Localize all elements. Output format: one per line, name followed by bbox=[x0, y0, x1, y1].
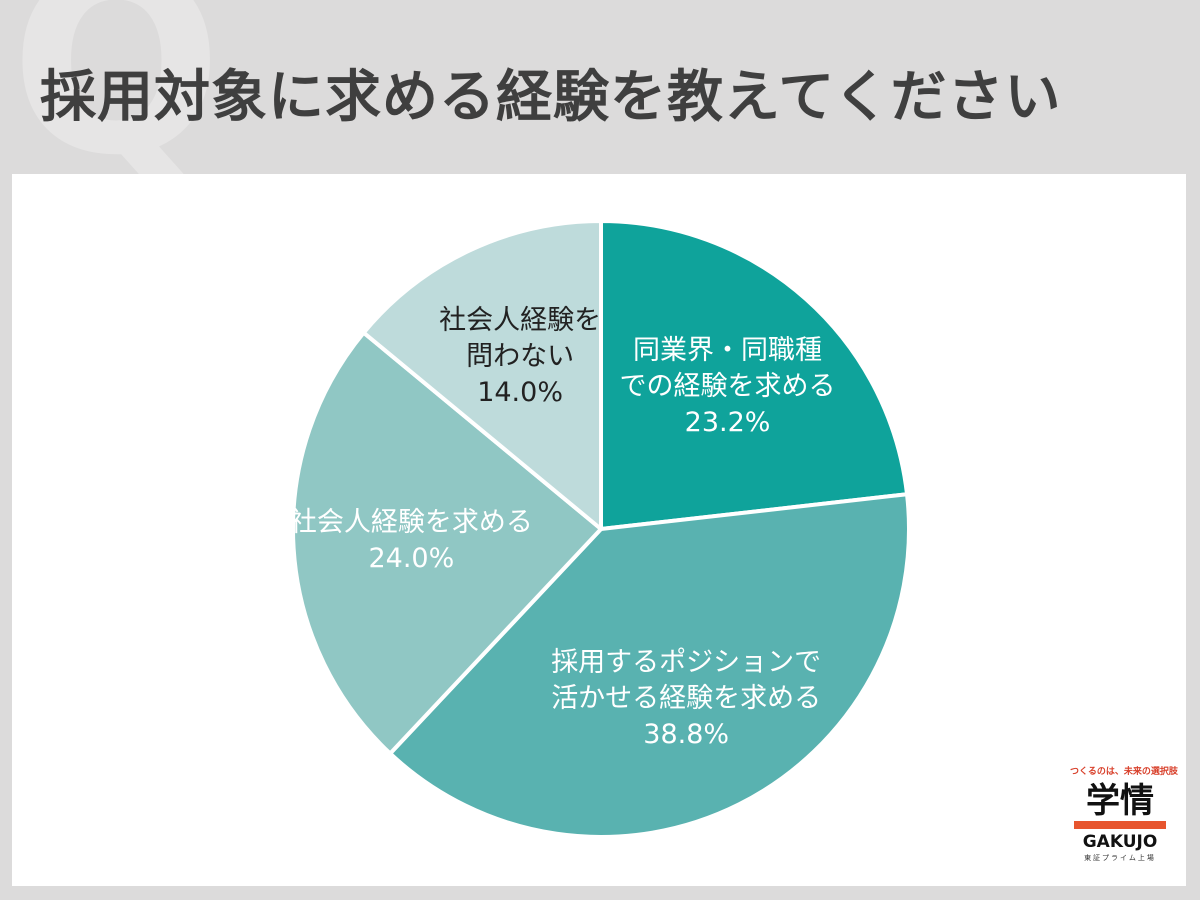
page-title: 採用対象に求める経験を教えてください bbox=[40, 65, 1062, 130]
brand-name-kanji: 学情 bbox=[1086, 781, 1154, 821]
chart-panel: 同業界・同職種 での経験を求める 23.2% 採用するポジションで 活かせる経験を求める… bbox=[12, 174, 1186, 886]
slice-label-text: 社会人経験を bbox=[439, 305, 602, 337]
brand-name-roman: GAKUJO bbox=[1082, 832, 1158, 852]
slice-label-4: 社会人経験を 問わない 14.0% bbox=[439, 303, 601, 411]
slice-label-text: 採用するポジションで bbox=[551, 646, 822, 678]
pie-slice-4 bbox=[361, 219, 603, 531]
slice-value-label: 38.8% bbox=[643, 718, 730, 750]
brand-logo: つくるのは、未来の選択肢 学情 GAKUJO 東証プライム上場 bbox=[1070, 764, 1178, 876]
brand-accent-bar bbox=[1074, 821, 1166, 829]
slice-label-text: での経験を求める bbox=[619, 371, 836, 403]
slice-label-text: 社会人経験を求める bbox=[289, 506, 533, 538]
brand-tagline: つくるのは、未来の選択肢 bbox=[1070, 767, 1178, 777]
pie-slice-2 bbox=[388, 492, 911, 839]
slice-label-1: 同業界・同職種 での経験を求める 23.2% bbox=[620, 333, 836, 441]
q-watermark: Q bbox=[10, 0, 223, 210]
pie-slice-1 bbox=[599, 219, 910, 531]
slice-label-text: 活かせる経験を求める bbox=[551, 682, 822, 714]
pie-chart bbox=[291, 219, 911, 839]
slice-value-label: 23.2% bbox=[684, 407, 771, 439]
slice-label-3: 社会人経験を求める 24.0% bbox=[290, 505, 533, 577]
slice-label-text: 問わない bbox=[466, 341, 575, 373]
slice-label-2: 採用するポジションで 活かせる経験を求める 38.8% bbox=[551, 645, 821, 753]
slice-label-text: 同業界・同職種 bbox=[633, 335, 823, 367]
brand-market-listing: 東証プライム上場 bbox=[1084, 854, 1156, 862]
slice-value-label: 14.0% bbox=[477, 377, 563, 409]
slice-value-label: 24.0% bbox=[368, 542, 455, 574]
pie-slice-3 bbox=[291, 330, 603, 756]
